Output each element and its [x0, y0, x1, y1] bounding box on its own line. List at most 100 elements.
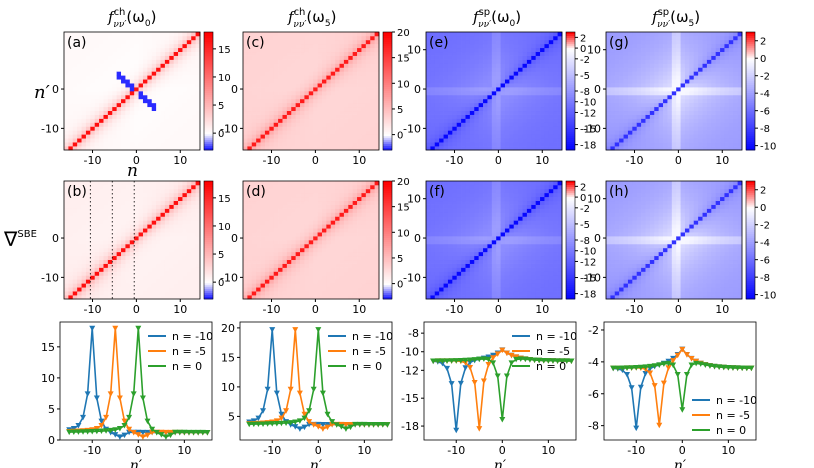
heatmap-cell	[304, 106, 310, 112]
heatmap-cell	[164, 208, 170, 213]
heatmap-cell	[614, 102, 620, 108]
heatmap-cell	[434, 146, 440, 151]
heatmap-cell	[191, 130, 196, 135]
heatmap-cell	[247, 134, 253, 139]
heatmap-cell	[142, 279, 148, 284]
heatmap-cell	[178, 75, 183, 80]
heatmap-cell	[256, 67, 261, 72]
heatmap-cell	[182, 196, 188, 202]
heatmap-cell	[138, 47, 144, 53]
heatmap-cell	[121, 138, 126, 143]
y-tick-label: 0	[52, 83, 59, 96]
heatmap-cell	[134, 220, 139, 225]
heatmap-cell	[160, 204, 166, 209]
heatmap-cell	[724, 122, 730, 127]
heatmap-cell	[698, 47, 703, 53]
heatmap-cell	[619, 130, 624, 135]
heatmap-cell	[191, 212, 196, 217]
heatmap-cell	[632, 142, 638, 147]
heatmap-cell	[195, 134, 201, 139]
heatmap-cell	[720, 83, 725, 88]
heatmap-cell	[447, 79, 453, 84]
heatmap-cell	[169, 47, 175, 53]
heatmap-cell	[85, 295, 91, 300]
heatmap-cell	[85, 67, 91, 72]
heatmap-cell	[169, 287, 175, 292]
heatmap-cell	[614, 118, 620, 123]
colorbar-segment	[566, 146, 575, 149]
heatmap-cell	[156, 102, 161, 108]
heatmap-cell	[606, 98, 611, 104]
heatmap-cell	[500, 94, 506, 100]
heatmap-cell	[81, 279, 87, 284]
heatmap-cell	[260, 102, 266, 108]
heatmap-cell	[370, 55, 375, 60]
heatmap-cell	[304, 79, 310, 84]
heatmap-cell	[107, 138, 113, 143]
heatmap-cell	[706, 98, 712, 104]
heatmap-cell	[461, 63, 466, 68]
heatmap-cell	[321, 142, 327, 147]
heatmap-cell	[64, 184, 69, 190]
heatmap-cell	[173, 71, 179, 76]
heatmap-cell	[702, 110, 708, 115]
heatmap-cell	[112, 255, 117, 261]
heatmap-cell	[478, 79, 484, 84]
heatmap-cell	[522, 35, 528, 41]
heatmap-cell	[724, 110, 730, 115]
heatmap-cell	[164, 200, 170, 205]
heatmap-cell	[447, 55, 453, 60]
heatmap-cell	[195, 32, 201, 37]
heatmap-cell	[164, 232, 170, 237]
colorbar-segment	[566, 108, 575, 112]
heatmap-cell	[264, 122, 270, 127]
colorbar-segment	[204, 148, 213, 151]
heatmap-cell	[186, 271, 192, 276]
heatmap-cell	[326, 146, 332, 151]
heatmap-cell	[535, 106, 541, 112]
heatmap-cell	[544, 75, 550, 80]
heatmap-cell	[671, 146, 677, 151]
heatmap-cell	[540, 75, 545, 80]
heatmap-cell	[107, 216, 113, 221]
heatmap-cell	[469, 71, 475, 76]
heatmap-cell	[439, 47, 444, 53]
heatmap-cell	[343, 94, 349, 100]
heatmap-cell	[526, 94, 532, 100]
heatmap-cell	[343, 98, 349, 104]
heatmap-cell	[169, 130, 175, 135]
heatmap-cell	[474, 83, 479, 88]
heatmap-cell	[129, 192, 135, 198]
heatmap-cell	[478, 94, 484, 100]
heatmap-cell	[173, 251, 179, 257]
colorbar-tick-label: 15	[397, 54, 410, 65]
heatmap-cell	[134, 55, 139, 60]
heatmap-cell	[195, 267, 201, 272]
heatmap-cell	[357, 83, 362, 88]
heatmap-cell	[112, 134, 117, 139]
heatmap-cell	[531, 67, 537, 72]
heatmap-cell	[540, 83, 545, 88]
x-tick-label: -10	[446, 154, 464, 167]
heatmap-cell	[509, 63, 515, 68]
heatmap-cell	[614, 59, 620, 64]
heatmap-cell	[531, 32, 537, 37]
heatmap-cell	[94, 184, 100, 190]
heatmap-cell	[156, 236, 161, 241]
heatmap-cell	[737, 51, 743, 56]
heatmap-cell	[169, 181, 175, 186]
heatmap-cell	[370, 98, 375, 104]
colorbar-segment	[746, 146, 755, 149]
heatmap-cell	[461, 79, 466, 84]
heatmap-cell	[553, 114, 558, 119]
heatmap-cell	[619, 47, 624, 53]
heatmap-cell	[535, 138, 541, 143]
heatmap-cell	[443, 126, 449, 131]
heatmap-cell	[667, 102, 673, 108]
heatmap-cell	[339, 146, 345, 151]
heatmap-cell	[116, 47, 122, 53]
heatmap-cell	[522, 118, 528, 123]
heatmap-cell	[142, 188, 148, 194]
heatmap-cell	[522, 130, 528, 135]
heatmap-cell	[191, 291, 196, 296]
